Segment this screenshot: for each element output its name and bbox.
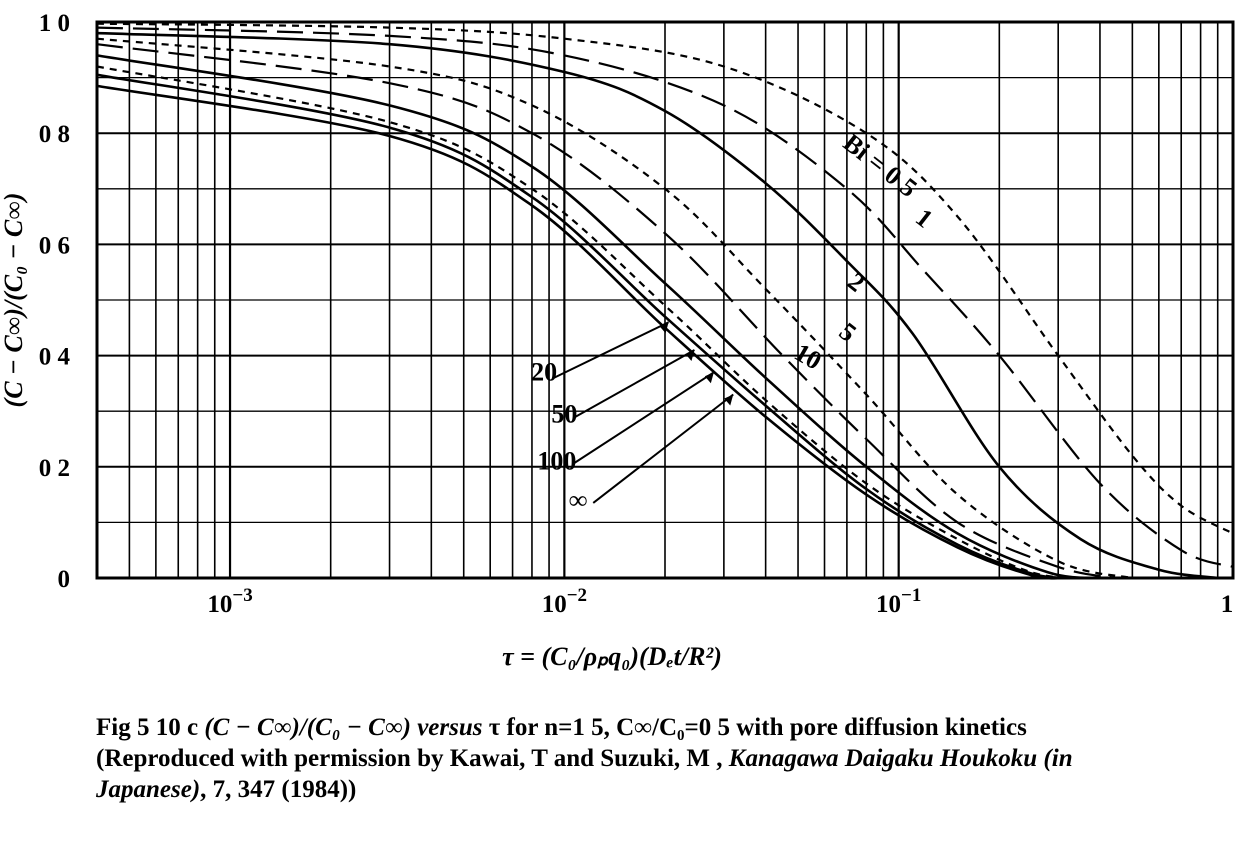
series-line xyxy=(96,65,1081,580)
x-tick-label: 1 xyxy=(1221,591,1234,618)
y-tick-label: 1 0 xyxy=(39,10,70,37)
grid xyxy=(96,22,1235,578)
x-tick-label: 10−1 xyxy=(876,585,921,618)
leader-arrowhead xyxy=(685,350,695,362)
leader-arrowhead xyxy=(724,394,734,406)
tick-labels: 0 0 2 0 4 0 6 0 8 1 0 10−3 10−2 10−1 1 xyxy=(39,10,1234,618)
curve-label: ∞ xyxy=(569,486,588,515)
axes xyxy=(95,20,1235,580)
x-tick-label: 10−3 xyxy=(207,585,252,618)
curves xyxy=(96,22,1234,580)
leader-arrowhead xyxy=(659,322,669,334)
curve-label: Bi = 0 5 xyxy=(838,128,923,203)
curve-label: 5 xyxy=(834,317,862,348)
series-line xyxy=(96,26,1234,568)
leader-line xyxy=(553,321,670,379)
series-line xyxy=(96,54,1101,580)
series-line xyxy=(96,84,1068,580)
caption-line-2: (Reproduced with permission by Kawai, T … xyxy=(96,745,1073,803)
x-tick-label: 10−2 xyxy=(542,585,587,618)
y-tick-label: 0 8 xyxy=(39,121,70,148)
series-line xyxy=(96,73,1073,580)
y-tick-label: 0 2 xyxy=(39,455,70,482)
series-line xyxy=(96,43,1118,580)
series-line xyxy=(96,31,1218,580)
chart: 00 20 40 60 81 010−3 10−2 10−1 1 Bi = 0 512… xyxy=(0,10,1235,671)
curve-label: 100 xyxy=(537,447,576,476)
x-axis-label: τ = (C₀/ρₚq₀)(Dₑt/R²) xyxy=(502,642,722,671)
curve-label: 20 xyxy=(531,358,557,387)
leader-arrowhead xyxy=(704,372,714,384)
series-line xyxy=(96,37,1133,580)
curve-label: 10 xyxy=(789,338,826,376)
y-tick-label: 0 6 xyxy=(39,232,70,259)
leader-line xyxy=(592,393,734,504)
caption-line-1: Fig 5 10 c (C − C∞)/(C₀ − C∞) versus τ f… xyxy=(96,714,1027,741)
curve-label: 50 xyxy=(551,399,577,428)
y-tick-label: 0 xyxy=(58,566,71,593)
y-axis-label: (C − C∞)/(C₀ − C∞) xyxy=(0,193,28,408)
figure-caption: Fig 5 10 c (C − C∞)/(C₀ − C∞) versus τ f… xyxy=(96,712,1176,805)
plot-frame xyxy=(95,20,1235,580)
curve-label: 1 xyxy=(910,203,938,234)
y-tick-label: 0 4 xyxy=(39,344,71,371)
leader-line xyxy=(575,349,695,418)
leader-line xyxy=(572,371,715,465)
